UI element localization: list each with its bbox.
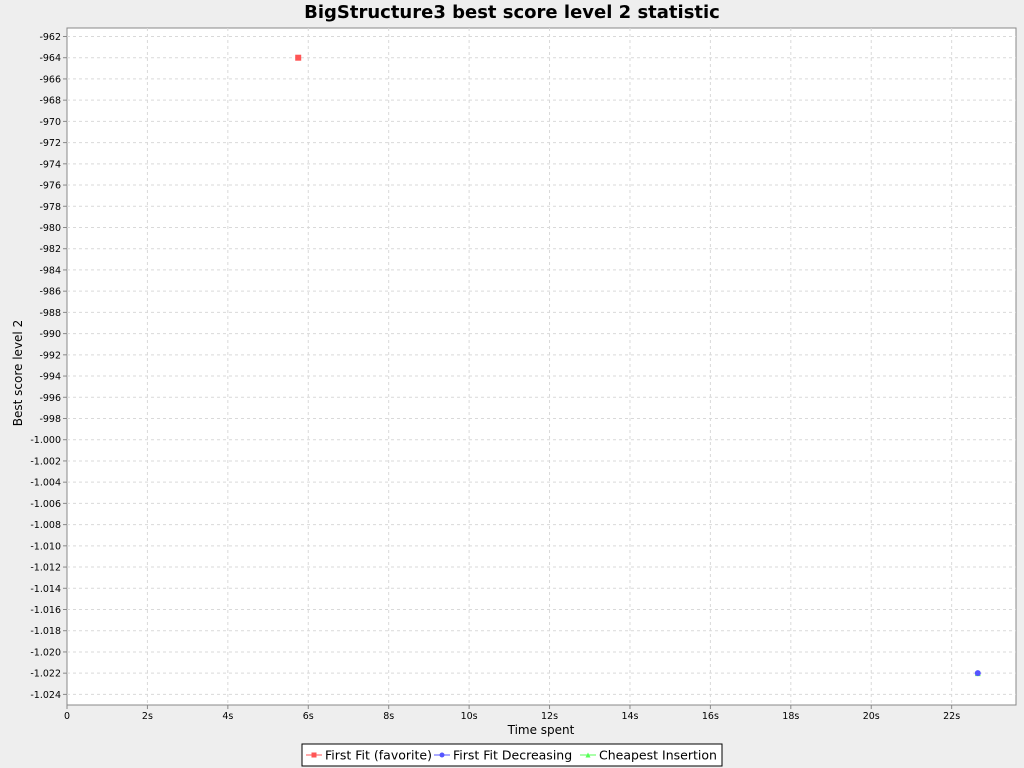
y-axis-label: Best score level 2 xyxy=(11,320,25,426)
y-tick-label: -978 xyxy=(39,202,61,213)
y-tick-label: -1.012 xyxy=(30,563,61,574)
y-tick-label: -1.006 xyxy=(30,499,61,510)
y-tick-label: -1.020 xyxy=(30,647,61,658)
y-tick-label: -1.004 xyxy=(30,478,61,489)
y-tick-label: -962 xyxy=(39,32,61,43)
y-tick-label: -974 xyxy=(39,159,61,170)
y-tick-label: -976 xyxy=(39,181,61,192)
legend-marker xyxy=(311,752,317,758)
x-tick-label: 2s xyxy=(142,711,153,722)
axis-layer: 0 2s 4s 6s 8s 10s 12s 14s 16s 18s 20s 22s -962 -964 -9… xyxy=(30,32,960,722)
y-tick-label: -1.014 xyxy=(30,584,61,595)
y-tick-label: -1.010 xyxy=(30,541,61,552)
data-point xyxy=(974,670,981,677)
y-tick-label: -992 xyxy=(39,350,61,361)
y-tick-label: -996 xyxy=(39,393,61,404)
x-tick-label: 22s xyxy=(943,711,960,722)
y-tick-label: -964 xyxy=(39,53,61,64)
x-tick-label: 0 xyxy=(64,711,70,722)
points-layer xyxy=(295,54,981,677)
legend-box xyxy=(301,743,723,767)
y-tick-label: -968 xyxy=(39,96,61,107)
y-tick-label: -970 xyxy=(39,117,61,128)
y-tick-label: -988 xyxy=(39,308,61,319)
x-tick-label: 8s xyxy=(383,711,394,722)
legend-label: First Fit Decreasing xyxy=(453,748,572,763)
legend-label: First Fit (favorite) xyxy=(325,748,432,763)
y-tick-label: -1.000 xyxy=(30,435,61,446)
y-tick-label: -972 xyxy=(39,138,61,149)
chart-title: BigStructure3 best score level 2 statist… xyxy=(304,2,720,23)
x-tick-label: 16s xyxy=(702,711,719,722)
y-tick-label: -1.022 xyxy=(30,669,61,680)
x-tick-label: 6s xyxy=(303,711,314,722)
x-tick-label: 4s xyxy=(222,711,233,722)
legend-marker xyxy=(439,752,445,758)
x-tick-label: 14s xyxy=(621,711,638,722)
y-tick-label: -1.018 xyxy=(30,626,61,637)
x-tick-label: 10s xyxy=(461,711,478,722)
x-tick-label: 18s xyxy=(782,711,799,722)
y-tick-label: -986 xyxy=(39,287,61,298)
y-tick-label: -1.016 xyxy=(30,605,61,616)
plot-area xyxy=(66,27,1017,706)
legend-marker xyxy=(585,752,591,758)
y-tick-label: -998 xyxy=(39,414,61,425)
data-point xyxy=(295,54,302,61)
y-tick-label: -984 xyxy=(39,265,61,276)
y-tick-label: -990 xyxy=(39,329,61,340)
x-axis-label: Time spent xyxy=(507,723,575,737)
y-tick-label: -1.024 xyxy=(30,690,61,701)
y-tick-label: -980 xyxy=(39,223,61,234)
y-tick-label: -982 xyxy=(39,244,61,255)
y-tick-label: -1.002 xyxy=(30,456,61,467)
legend: First Fit (favorite) First Fit Decreasing… xyxy=(301,743,723,767)
y-tick-label: -1.008 xyxy=(30,520,61,531)
grid-layer xyxy=(67,28,1016,705)
x-tick-label: 20s xyxy=(863,711,880,722)
y-tick-label: -966 xyxy=(39,74,61,85)
y-tick-label: -994 xyxy=(39,372,61,383)
legend-label: Cheapest Insertion xyxy=(599,748,717,763)
x-tick-label: 12s xyxy=(541,711,558,722)
